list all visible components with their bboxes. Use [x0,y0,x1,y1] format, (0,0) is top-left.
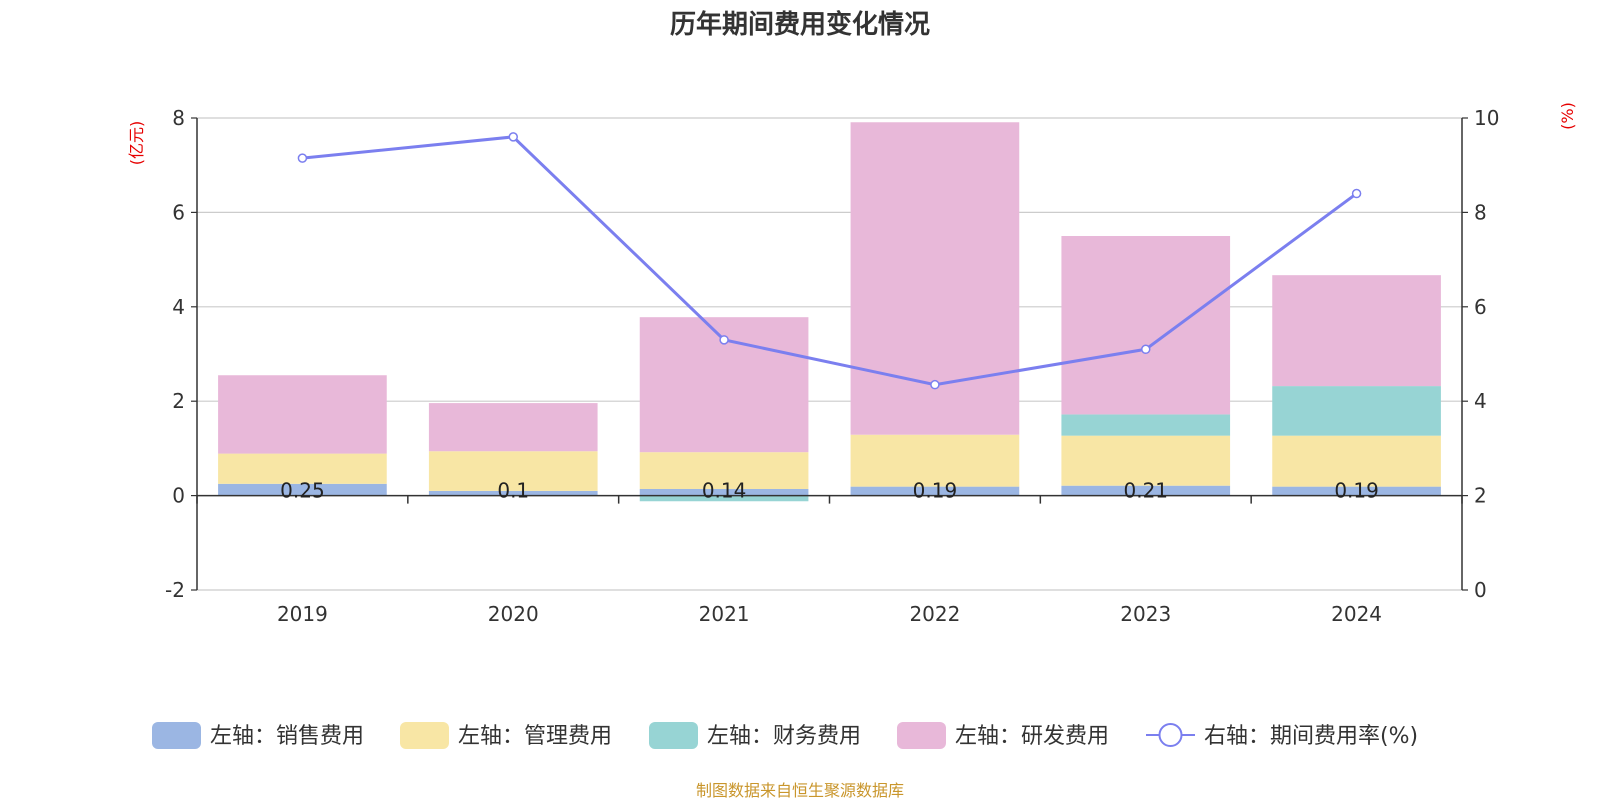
right-tick-label: 8 [1474,200,1487,224]
bar-segment [1272,435,1441,487]
bar-segment [218,483,387,496]
bar-segment [428,451,598,491]
axes: -2 0 2 4 6 8 0 2 4 6 8 10 2019 2020 2021 2022 2023 2024 (亿… [127,102,1577,626]
bar-segment [1061,414,1231,436]
left-tick-label: 2 [172,389,185,413]
rate-line-point [719,335,729,345]
legend: 左轴：销售费用 左轴：管理费用 左轴：财务费用 左轴：研发费用 右轴：期间费用率(%) [152,722,1418,749]
data-label: 0.19 [1334,479,1379,503]
right-axis-unit: (%) [1558,102,1577,130]
data-labels: 0.25 0.1 0.14 0.19 0.21 0.19 [280,479,1379,503]
x-tick-label: 2021 [699,602,750,626]
bar-segment [639,452,809,489]
bar-segment [428,490,598,496]
bar-segment [639,488,809,496]
x-tick-label: 2024 [1331,602,1382,626]
rate-line-point [508,132,518,142]
rate-line-path [302,135,1358,387]
x-tick-label: 2020 [488,602,539,626]
legend-label: 左轴：销售费用 [210,724,364,749]
bar-segment [1061,485,1231,496]
legend-swatch [152,722,201,749]
bar-segment [1061,435,1231,486]
rate-line-point [297,153,308,163]
right-tick-label: 4 [1474,389,1487,413]
data-label: 0.25 [280,479,325,503]
right-tick-label: 2 [1474,484,1487,508]
legend-swatch [649,722,698,749]
right-tick-label: 10 [1474,106,1499,130]
bars [218,122,1441,502]
data-label: 0.14 [702,479,747,503]
legend-line-marker [1158,723,1183,747]
rate-line-point [1351,188,1362,199]
x-tick-label: 2022 [909,602,960,626]
data-label: 0.21 [1123,479,1168,503]
bar-segment [850,486,1020,496]
left-tick-label: 0 [172,484,185,508]
source-note: 制图数据来自恒生聚源数据库 [695,781,904,800]
legend-label: 右轴：期间费用率(%) [1204,724,1418,749]
bar-segment [218,375,387,454]
legend-swatch [400,722,449,749]
bar-segment [218,453,387,484]
rate-line-point [930,379,940,390]
rate-line [297,132,1362,390]
left-tick-label: 4 [172,295,185,319]
right-tick-label: 6 [1474,295,1487,319]
x-tick-label: 2023 [1120,602,1171,626]
bar-segment [1272,486,1441,496]
legend-swatch [897,722,946,749]
bar-segment [428,403,598,452]
x-tick-label: 2019 [277,602,328,626]
legend-label: 左轴：研发费用 [955,724,1109,749]
left-tick-label: 8 [172,106,185,130]
right-tick-label: 0 [1474,578,1487,602]
bar-segment [850,434,1020,487]
data-label: 0.19 [913,479,958,503]
bar-segment [1272,386,1441,436]
rate-line-point [1141,344,1151,355]
left-axis-unit: (亿元) [127,121,146,166]
legend-label: 左轴：管理费用 [458,724,612,749]
left-tick-label: -2 [165,578,185,602]
bar-segment [1061,236,1231,415]
bar-segment [1272,275,1441,387]
data-label: 0.1 [497,479,529,503]
bar-segment [639,495,809,502]
legend-label: 左轴：财务费用 [707,724,861,749]
left-tick-label: 6 [172,200,185,224]
chart-title: 历年期间费用变化情况 [669,10,930,40]
